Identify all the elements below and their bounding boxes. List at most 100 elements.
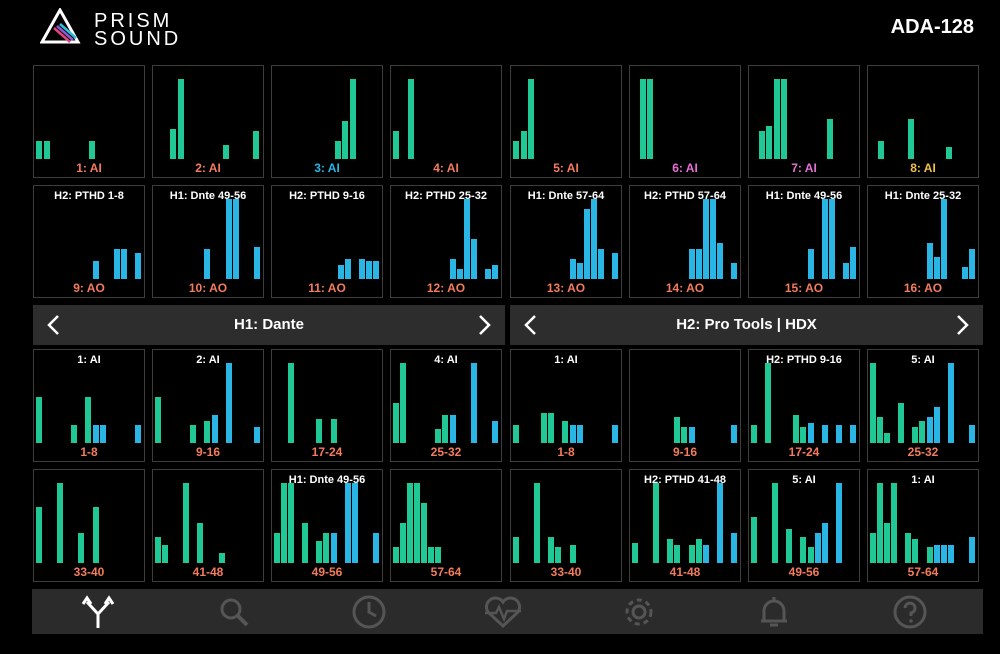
help-button[interactable]	[890, 593, 930, 631]
level-bar	[800, 537, 807, 563]
lower-meter-tile[interactable]: 41-48	[152, 469, 264, 582]
next-h1-button[interactable]	[465, 305, 505, 345]
level-bar	[730, 425, 737, 443]
tile-channel-label: 1-8	[80, 445, 98, 459]
history-button[interactable]	[349, 593, 389, 631]
level-bar	[57, 483, 64, 563]
search-button[interactable]	[214, 593, 254, 631]
meter-bars	[870, 359, 976, 443]
level-bar	[449, 259, 456, 279]
tile-channel-label: 6: AI	[672, 161, 698, 175]
meter-bars	[155, 75, 261, 159]
level-bar	[372, 533, 379, 563]
chevron-right-icon	[957, 315, 969, 335]
lower-meter-tile[interactable]: 9-16	[629, 349, 741, 462]
tile-source-label: 5: AI	[911, 354, 935, 366]
level-bar	[968, 425, 975, 443]
level-bar	[947, 545, 954, 563]
alarms-button[interactable]	[754, 593, 794, 631]
upper-meter-tile[interactable]: H2: PTHD 9-16 11: AO	[271, 185, 383, 298]
level-bar	[781, 79, 788, 159]
lower-meter-tile[interactable]: 33-40	[33, 469, 145, 582]
level-bar	[78, 533, 85, 563]
upper-meter-tile[interactable]: H1: Dnte 49-56 15: AO	[748, 185, 860, 298]
level-bar	[344, 259, 351, 279]
level-bar	[807, 249, 814, 279]
routing-icon	[81, 595, 115, 628]
level-bar	[639, 79, 646, 159]
tile-source-label: H2: PTHD 1-8	[54, 190, 124, 202]
tile-channel-label: 12: AO	[426, 281, 466, 295]
lower-meter-tile[interactable]: 33-40	[510, 469, 622, 582]
meter-bars	[393, 479, 499, 563]
routing-button[interactable]	[78, 593, 118, 631]
tile-channel-label: 3: AI	[314, 161, 340, 175]
upper-meter-tile[interactable]: 5: AI	[510, 65, 622, 178]
level-bar	[89, 141, 95, 159]
lower-meter-tile[interactable]: 1: AI 1-8	[33, 349, 145, 462]
lower-meter-tile[interactable]: 5: AI 25-32	[867, 349, 979, 462]
next-h2-button[interactable]	[943, 305, 983, 345]
device-model: ADA-128	[890, 16, 974, 38]
chevron-left-icon	[47, 315, 59, 335]
lower-meter-tile[interactable]: 1: AI 1-8	[510, 349, 622, 462]
level-bar	[470, 239, 477, 279]
upper-meter-tile[interactable]: H2: PTHD 57-64 14: AO	[629, 185, 741, 298]
upper-meter-tile[interactable]: 2: AI	[152, 65, 264, 178]
level-bar	[421, 503, 428, 563]
upper-meter-tile[interactable]: 4: AI	[390, 65, 502, 178]
level-bar	[709, 199, 716, 279]
prev-h1-button[interactable]	[33, 305, 73, 345]
lower-meter-tile[interactable]: 5: AI 49-56	[748, 469, 860, 582]
upper-meter-tile[interactable]: 8: AI	[867, 65, 979, 178]
level-bar	[334, 141, 341, 159]
lower-meter-tile[interactable]: 2: AI 9-16	[152, 349, 264, 462]
level-bar	[456, 269, 463, 279]
lower-meter-tile[interactable]: H2: PTHD 41-48 41-48	[629, 469, 741, 582]
level-bar	[204, 421, 211, 443]
lower-meter-tile[interactable]: 57-64	[390, 469, 502, 582]
upper-meter-tile[interactable]: H2: PTHD 25-32 12: AO	[390, 185, 502, 298]
level-bar	[520, 131, 527, 159]
alarm-bell-icon	[761, 597, 787, 627]
lower-meter-tile[interactable]: H1: Dnte 49-56 49-56	[271, 469, 383, 582]
logo-line-1: PRISM	[94, 10, 173, 32]
upper-meter-tile[interactable]: 1: AI	[33, 65, 145, 178]
tile-channel-label: 5: AI	[553, 161, 579, 175]
level-bar	[849, 425, 856, 443]
level-bar	[674, 545, 681, 563]
level-bar	[548, 537, 555, 563]
tile-channel-label: 9-16	[672, 445, 698, 459]
lower-meter-tile[interactable]: H2: PTHD 9-16 17-24	[748, 349, 860, 462]
level-bar	[926, 243, 933, 279]
upper-meter-tile[interactable]: 7: AI	[748, 65, 860, 178]
meter-bars	[513, 479, 619, 563]
lower-meter-tile[interactable]: 4: AI 25-32	[390, 349, 502, 462]
meter-bars	[36, 479, 142, 563]
upper-meter-tile[interactable]: H1: Dnte 25-32 16: AO	[867, 185, 979, 298]
level-bar	[884, 523, 891, 563]
tile-source-label: H2: PTHD 9-16	[766, 354, 842, 366]
upper-meter-tile[interactable]: H2: PTHD 1-8 9: AO	[33, 185, 145, 298]
tile-source-label: H1: Dnte 57-64	[527, 190, 605, 202]
tile-source-label: H2: PTHD 9-16	[289, 190, 365, 202]
level-bar	[647, 79, 654, 159]
settings-button[interactable]	[619, 593, 659, 631]
upper-meter-tile[interactable]: 3: AI	[271, 65, 383, 178]
lower-meter-tile[interactable]: 17-24	[271, 349, 383, 462]
upper-meter-tile[interactable]: 6: AI	[629, 65, 741, 178]
level-bar	[933, 407, 940, 443]
level-bar	[232, 199, 239, 279]
tile-channel-label: 1-8	[557, 445, 575, 459]
meter-bars	[513, 359, 619, 443]
lower-meter-tile[interactable]: 1: AI 57-64	[867, 469, 979, 582]
health-button[interactable]	[483, 593, 523, 631]
level-bar	[253, 247, 260, 279]
prev-h2-button[interactable]	[510, 305, 550, 345]
level-bar	[905, 533, 912, 563]
level-bar	[968, 249, 975, 279]
upper-meter-tile[interactable]: H1: Dnte 57-64 13: AO	[510, 185, 622, 298]
upper-meter-tile[interactable]: H1: Dnte 49-56 10: AO	[152, 185, 264, 298]
level-bar	[85, 397, 92, 443]
level-bar	[414, 483, 421, 563]
